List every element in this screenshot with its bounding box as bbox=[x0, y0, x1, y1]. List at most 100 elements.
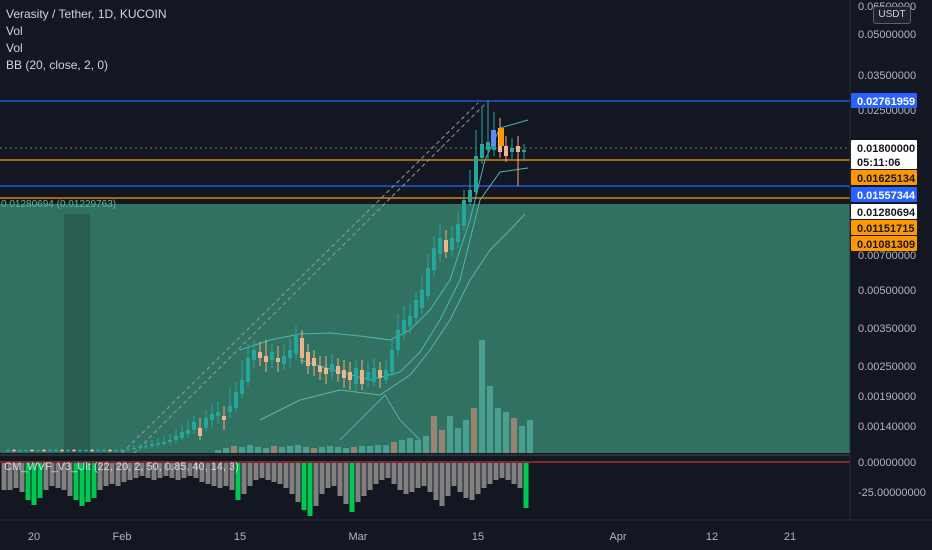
volume-bar bbox=[319, 447, 325, 453]
time-axis-label: Apr bbox=[609, 531, 626, 543]
wvf-bar bbox=[517, 463, 523, 488]
candle-body bbox=[72, 450, 76, 451]
candle-body bbox=[342, 370, 346, 378]
candle-body bbox=[138, 447, 142, 448]
volume-bar bbox=[279, 447, 285, 453]
volume-bar bbox=[415, 440, 421, 453]
wvf-bar bbox=[49, 463, 55, 486]
wvf-bar bbox=[85, 463, 91, 502]
volume-bar bbox=[519, 426, 525, 453]
zone-price-label: 0.01280694 (0.01229763) bbox=[1, 199, 117, 210]
wvf-bar bbox=[151, 463, 157, 480]
wvf-bar bbox=[43, 463, 49, 490]
wvf-bar bbox=[505, 463, 511, 480]
trend-line-2 bbox=[133, 102, 487, 454]
wvf-bar bbox=[439, 463, 445, 506]
candle-body bbox=[306, 352, 310, 366]
time-axis-label: 12 bbox=[706, 531, 718, 543]
wvf-bar bbox=[79, 463, 85, 506]
wvf-bar bbox=[259, 463, 265, 478]
candle-body bbox=[252, 350, 256, 360]
candle-body bbox=[210, 414, 214, 420]
volume-bar bbox=[335, 447, 341, 453]
volume-bar bbox=[327, 446, 333, 453]
candle-body bbox=[426, 268, 430, 296]
volume-bar bbox=[391, 442, 397, 453]
volume-legend-2[interactable]: Vol bbox=[6, 41, 23, 55]
volume-bar bbox=[295, 445, 301, 453]
wvf-bar bbox=[481, 463, 487, 488]
candle-body bbox=[120, 450, 124, 451]
candle-body bbox=[348, 372, 352, 380]
wvf-bar bbox=[469, 463, 475, 500]
price-tag-text: 0.01081309 bbox=[857, 239, 915, 251]
wvf-bar bbox=[169, 463, 175, 478]
wvf-bar bbox=[301, 463, 307, 510]
symbol-title[interactable]: Verasity / Tether, 1D, KUCOIN bbox=[6, 7, 167, 21]
volume-bar bbox=[455, 428, 461, 453]
volume-bar bbox=[407, 438, 413, 453]
candle-body bbox=[6, 450, 10, 451]
indicator-legend[interactable]: CM_WVF_V3_Ult (22, 20, 2, 50, 0.85, 40, … bbox=[4, 461, 239, 473]
wvf-bar bbox=[523, 463, 529, 508]
price-tag bbox=[851, 220, 917, 235]
candle-body bbox=[228, 406, 232, 412]
wvf-bar bbox=[103, 463, 109, 486]
volume-bar bbox=[359, 446, 365, 453]
wvf-bar bbox=[61, 463, 67, 490]
candle-body bbox=[144, 446, 148, 447]
wvf-bar bbox=[19, 463, 25, 492]
candle-body bbox=[360, 370, 364, 384]
wvf-bar bbox=[373, 463, 379, 484]
wvf-bar bbox=[25, 463, 31, 500]
price-tag bbox=[851, 187, 917, 202]
candle-body bbox=[96, 450, 100, 451]
candle-body bbox=[336, 366, 340, 374]
volume-bar bbox=[239, 447, 245, 453]
volume-bar bbox=[479, 340, 485, 453]
candle-body bbox=[444, 240, 448, 252]
volume-bar bbox=[447, 416, 453, 453]
candle-body bbox=[324, 368, 328, 374]
wvf-bar bbox=[229, 463, 235, 490]
wvf-bar bbox=[31, 463, 37, 505]
volume-bar bbox=[367, 446, 373, 453]
currency-badge[interactable]: USDT bbox=[873, 6, 911, 24]
wvf-bar bbox=[511, 463, 517, 484]
candle-body bbox=[150, 444, 154, 446]
wvf-bar bbox=[445, 463, 451, 496]
volume-bar bbox=[375, 445, 381, 453]
volume-bar bbox=[383, 445, 389, 453]
bollinger-legend[interactable]: BB (20, close, 2, 0) bbox=[6, 58, 109, 72]
volume-bars bbox=[215, 340, 533, 453]
price-tag-text: 0.01557344 bbox=[857, 190, 916, 202]
price-axis-label: 0.03500000 bbox=[858, 70, 916, 82]
wvf-bar bbox=[157, 463, 163, 478]
wvf-bar bbox=[253, 463, 259, 480]
candle-body bbox=[390, 350, 394, 372]
demand-zone-shadow bbox=[64, 214, 90, 453]
price-tag-text: 0.01625134 bbox=[857, 173, 916, 185]
wvf-bar bbox=[115, 463, 121, 486]
wvf-bar bbox=[475, 463, 481, 494]
wvf-bar bbox=[403, 463, 409, 494]
wvf-bar bbox=[307, 463, 313, 516]
candle-body bbox=[438, 238, 442, 254]
volume-bar bbox=[431, 416, 437, 453]
candle-body bbox=[48, 450, 52, 451]
wvf-bar bbox=[409, 463, 415, 492]
wvf-bar bbox=[325, 463, 331, 488]
candle-body bbox=[516, 146, 520, 152]
candle-body-highlight bbox=[499, 128, 504, 146]
trend-line-1 bbox=[121, 102, 479, 454]
candle-body bbox=[258, 352, 262, 358]
candle-body bbox=[450, 238, 454, 250]
price-tag bbox=[851, 170, 917, 185]
wvf-bar bbox=[421, 463, 427, 486]
bb-lower bbox=[259, 213, 526, 421]
wvf-bar bbox=[295, 463, 301, 502]
wvf-bar bbox=[121, 463, 127, 482]
candle-body bbox=[90, 450, 94, 451]
volume-legend-1[interactable]: Vol bbox=[6, 24, 23, 38]
